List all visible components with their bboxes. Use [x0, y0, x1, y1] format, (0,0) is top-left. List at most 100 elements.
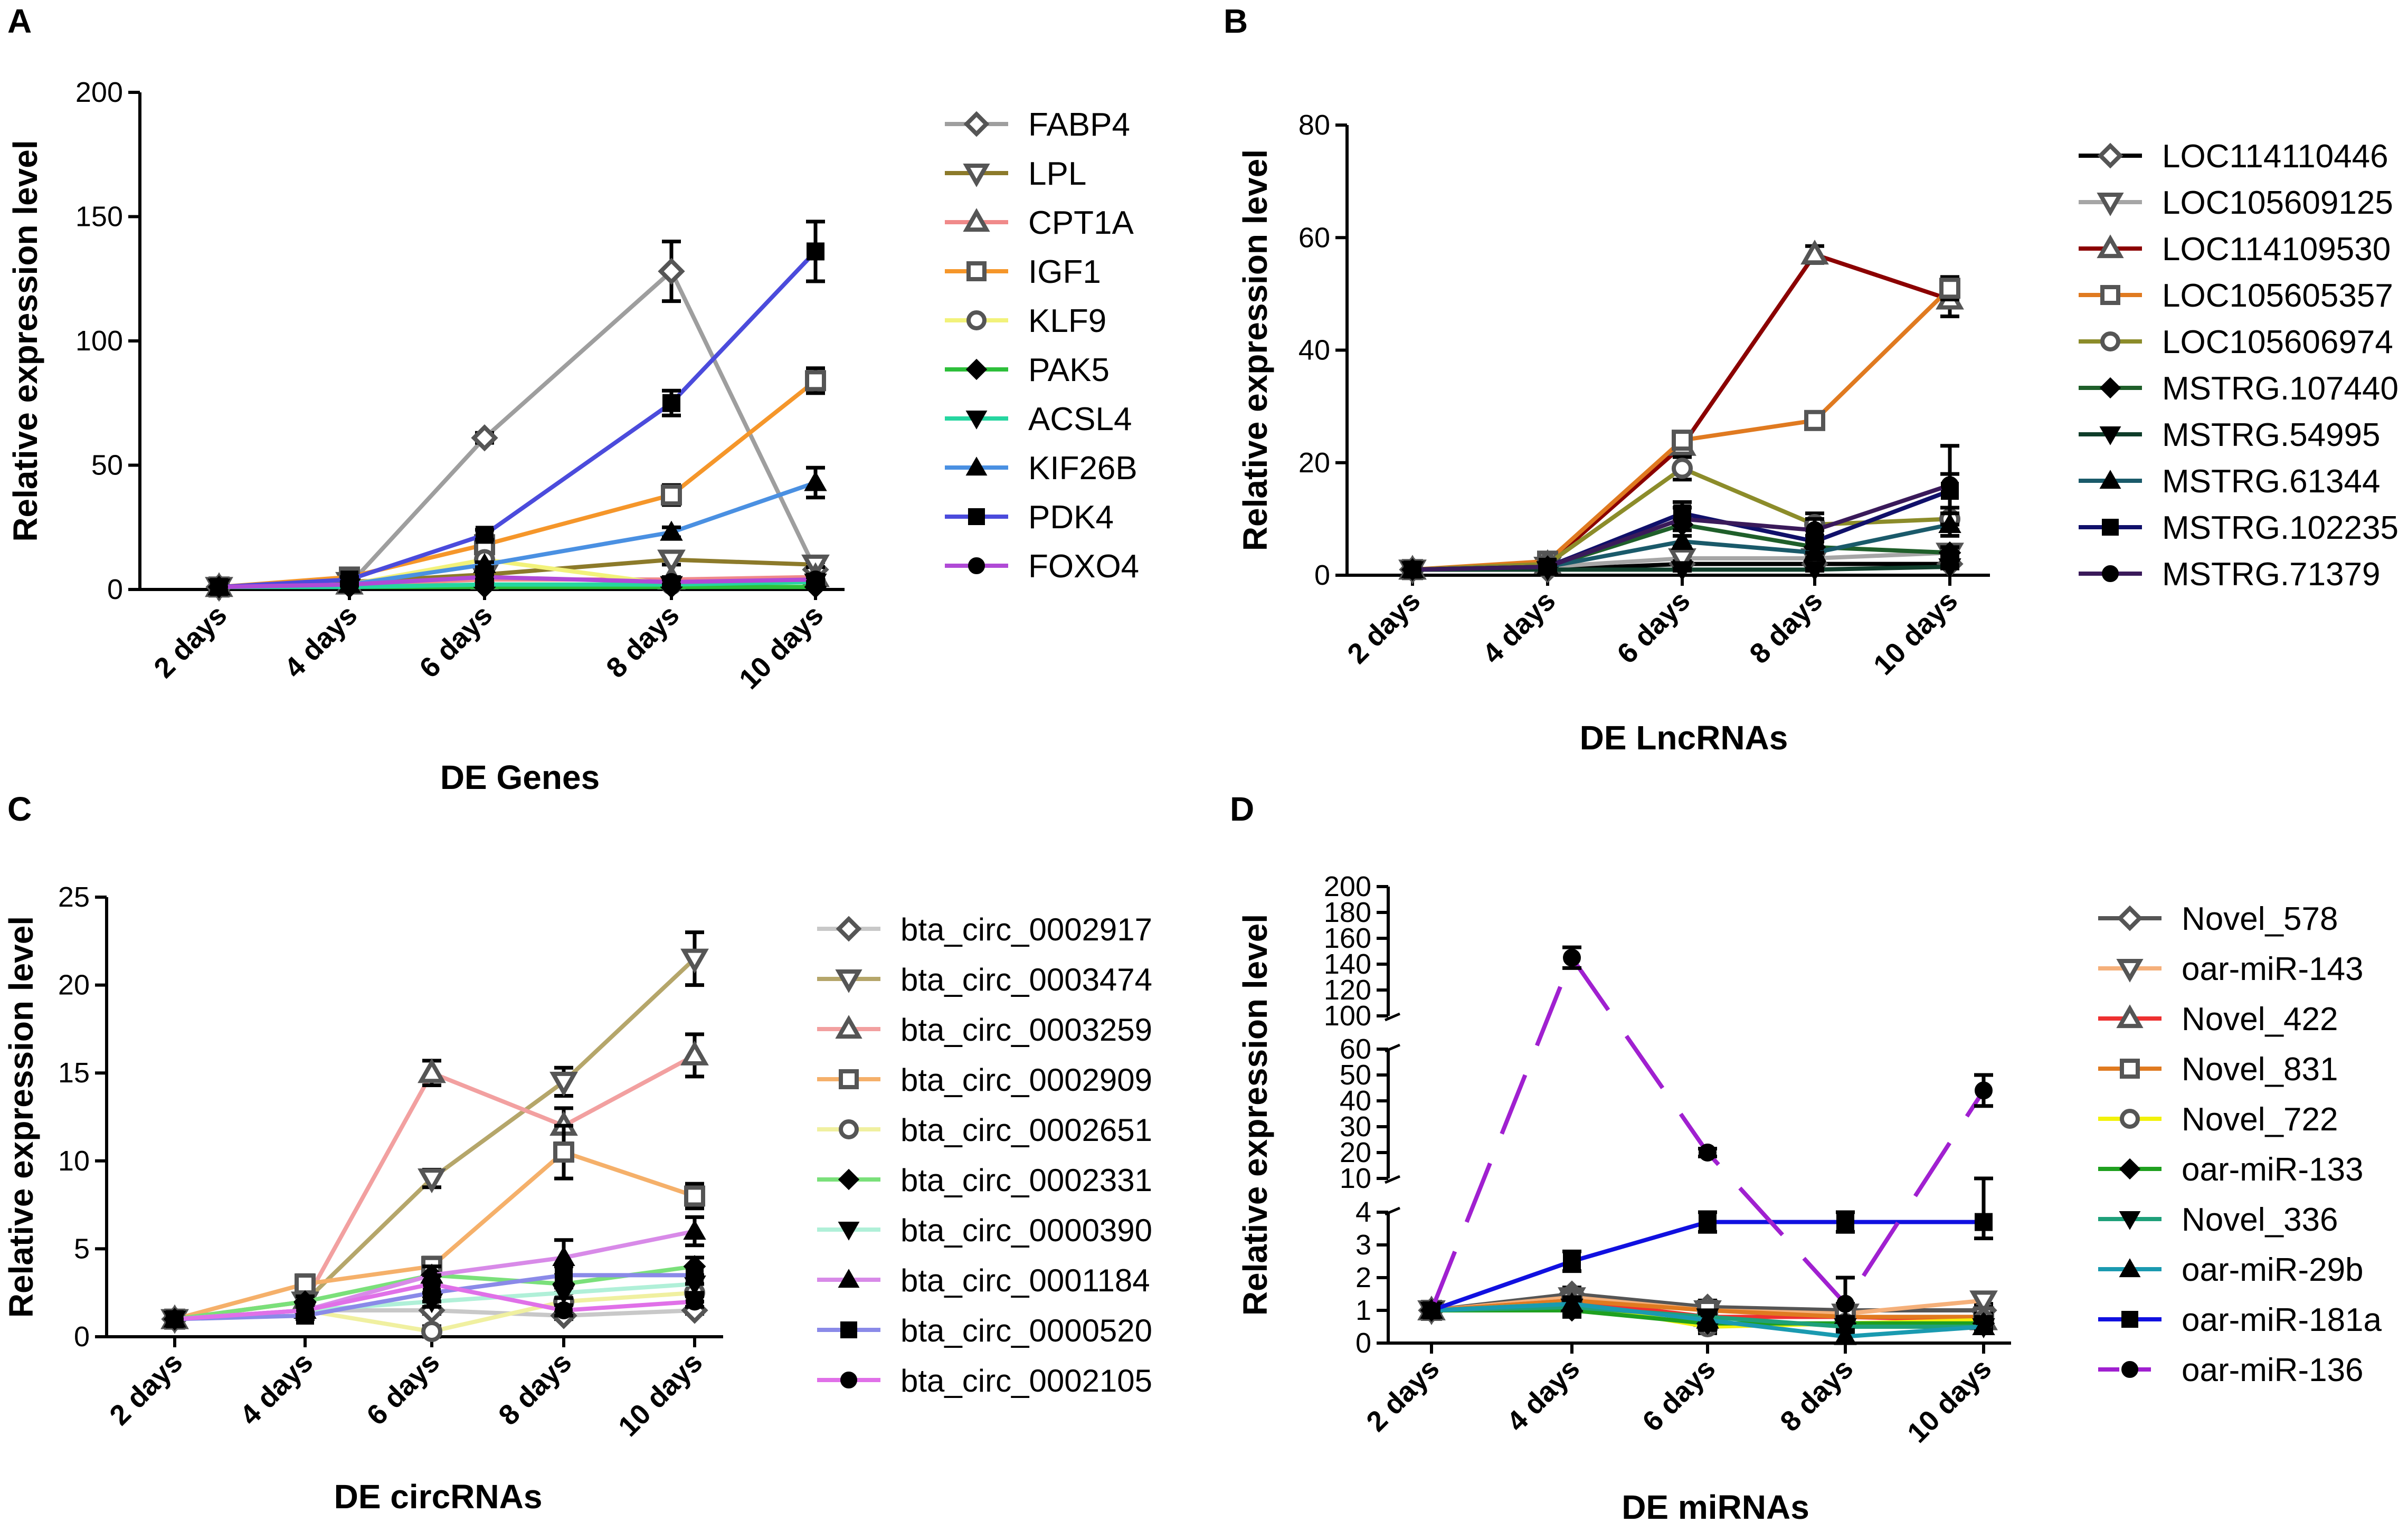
panel-b-legend-label: LOC114110446 — [2162, 138, 2388, 175]
panel-b-legend-item: LOC114109530 — [2079, 231, 2391, 268]
panel-a-legend: FABP4 LPL CPT1A IGF1 KLF9 PAK5 ACSL4 KIF26B PDK4… — [945, 107, 1139, 585]
panel-d-x-tick-label: 6 days — [1636, 1353, 1721, 1438]
panel-a-x-tick-label: 6 days — [413, 599, 498, 684]
panel-a-data-point — [662, 573, 680, 591]
panel-a-x-tick-label: 4 days — [278, 599, 363, 684]
panel-c-data-point — [553, 1141, 574, 1163]
panel-b-legend-item: LOC114110446 — [2079, 138, 2388, 175]
panel-c-data-point — [555, 1301, 573, 1320]
panel-c-letter: C — [7, 790, 32, 828]
panel-a-legend-label: KIF26B — [1028, 450, 1137, 487]
panel-b-legend-marker — [2097, 192, 2124, 216]
panel-c-data-point — [423, 1275, 441, 1293]
panel-a-data-point — [662, 394, 680, 412]
panel-a-data-point — [660, 520, 683, 541]
panel-a-legend-marker — [966, 261, 987, 281]
panel-a-legend-marker — [963, 208, 990, 232]
panel-b-legend-marker — [2097, 142, 2123, 169]
panel-a-legend-item: LPL — [945, 156, 1086, 192]
panel-c-y-tick-label: 20 — [58, 969, 90, 1001]
panel-b-legend-label: MSTRG.71379 — [2162, 556, 2381, 593]
panel-d-legend-item: oar-miR-181a — [2098, 1302, 2382, 1338]
panel-a-y-tick-label: 200 — [75, 77, 123, 108]
panel-d-series-group — [1417, 945, 1998, 1345]
panel-a-y-tick-label: 100 — [75, 325, 123, 357]
panel-a-legend-item: FABP4 — [945, 107, 1130, 143]
panel-a-legend-label: FABP4 — [1028, 107, 1130, 143]
panel-c-legend-label: bta_circ_0001184 — [900, 1263, 1150, 1298]
panel-c-series-group — [160, 930, 709, 1343]
panel-d-data-point — [1975, 1081, 1993, 1100]
panel-c-y-tick-label: 0 — [74, 1321, 90, 1353]
panel-d-y-tick-label: 1 — [1355, 1295, 1371, 1326]
panel-b-data-point — [1672, 458, 1693, 479]
panel-b-data-point — [1673, 510, 1691, 528]
panel-c-data-point — [549, 1071, 578, 1097]
panel-a-legend-marker — [966, 310, 987, 330]
panel-b-data-point — [1668, 548, 1696, 574]
panel-b-data-point — [1671, 561, 1694, 582]
panel-a-y-tick-label: 0 — [107, 574, 123, 605]
panel-c-legend-item: bta_circ_0003259 — [817, 1012, 1152, 1048]
panel-b-data-point — [1941, 476, 1959, 494]
panel-d-y-tick-label: 10 — [1340, 1163, 1371, 1194]
panel-c-legend-item: bta_circ_0001184 — [817, 1263, 1150, 1298]
panel-a-legend-item: ACSL4 — [945, 401, 1132, 437]
panel-d-data-point — [1836, 1213, 1854, 1231]
panel-d-legend-marker — [2117, 905, 2143, 931]
panel-a-data-point — [657, 549, 686, 575]
panel-a-legend-marker — [963, 111, 990, 137]
panel-d-legend-item: oar-miR-136 — [2098, 1352, 2364, 1388]
panel-d-y-tick-label: 30 — [1340, 1111, 1371, 1143]
panel-d-legend-label: oar-miR-133 — [2182, 1152, 2364, 1188]
panel-c-legend: bta_circ_0002917 bta_circ_0003474 bta_circ… — [817, 912, 1152, 1398]
panel-b-x-axis-title: DE LncRNAs — [1580, 719, 1788, 757]
panel-b-y-tick-label: 60 — [1298, 222, 1330, 253]
panel-b-legend-marker — [2097, 234, 2124, 259]
panel-c-x-tick-label: 8 days — [492, 1346, 577, 1431]
panel-d-legend-label: Novel_336 — [2182, 1202, 2338, 1238]
panel-b-legend-item: MSTRG.54995 — [2079, 417, 2381, 453]
panel-d-legend-label: oar-miR-29b — [2182, 1252, 2364, 1288]
panel-b-x-tick-label: 8 days — [1743, 585, 1828, 670]
panel-d-y-tick-label: 120 — [1324, 974, 1371, 1006]
panel-c-legend-label: bta_circ_0002105 — [900, 1363, 1152, 1398]
panel-d-legend-item: oar-miR-143 — [2098, 951, 2364, 987]
panel-d-legend-item: Novel_578 — [2098, 901, 2338, 937]
panel-b-legend-label: MSTRG.54995 — [2162, 417, 2381, 453]
panel-b-legend-item: LOC105605357 — [2079, 278, 2393, 314]
panel-b-y-tick-label: 20 — [1298, 447, 1330, 479]
panel-b-y-tick-label: 0 — [1314, 559, 1330, 591]
panel-b-y-tick-label: 80 — [1298, 109, 1330, 141]
panel-a-legend-marker — [965, 410, 988, 430]
panel-d-y-tick-label: 40 — [1340, 1085, 1371, 1117]
panel-d-data-point — [1423, 1301, 1440, 1319]
panel-d-y-tick-label: 50 — [1340, 1059, 1371, 1091]
panel-a-legend-label: CPT1A — [1028, 205, 1134, 241]
panel-d-legend-marker — [2121, 1311, 2138, 1328]
panel-c-data-point — [418, 1168, 446, 1194]
panel-d-data-point — [1975, 1213, 1993, 1231]
panel-d-legend-marker — [2119, 1258, 2141, 1278]
panel-a-y-tick-label: 50 — [91, 450, 123, 481]
panel-a-data-point — [807, 570, 824, 589]
panel-c-data-point — [684, 1185, 705, 1207]
panel-a-series-line — [219, 269, 818, 589]
panel-c-data-point — [686, 1292, 704, 1311]
panel-c-legend-marker — [839, 1119, 859, 1139]
panel-c-x-tick-label: 6 days — [361, 1346, 445, 1431]
panel-c-legend-marker — [836, 916, 862, 942]
panel-c-legend-item: bta_circ_0000520 — [817, 1313, 1152, 1348]
panel-b-data-point — [1800, 240, 1829, 265]
panel-b-legend-marker — [2102, 519, 2119, 536]
panel-b-data-point — [1671, 530, 1694, 550]
panel-a-x-axis-title: DE Genes — [440, 758, 600, 796]
panel-c-data-point — [295, 1273, 316, 1295]
panel-c-data-point — [418, 1058, 446, 1083]
panel-a-legend-label: FOXO4 — [1028, 548, 1139, 585]
panel-d-legend-marker — [2116, 1004, 2144, 1029]
panel-a-legend-item: PAK5 — [945, 352, 1110, 388]
panel-c-legend-label: bta_circ_0003474 — [900, 962, 1152, 997]
panel-c-y-tick-label: 25 — [58, 881, 90, 913]
